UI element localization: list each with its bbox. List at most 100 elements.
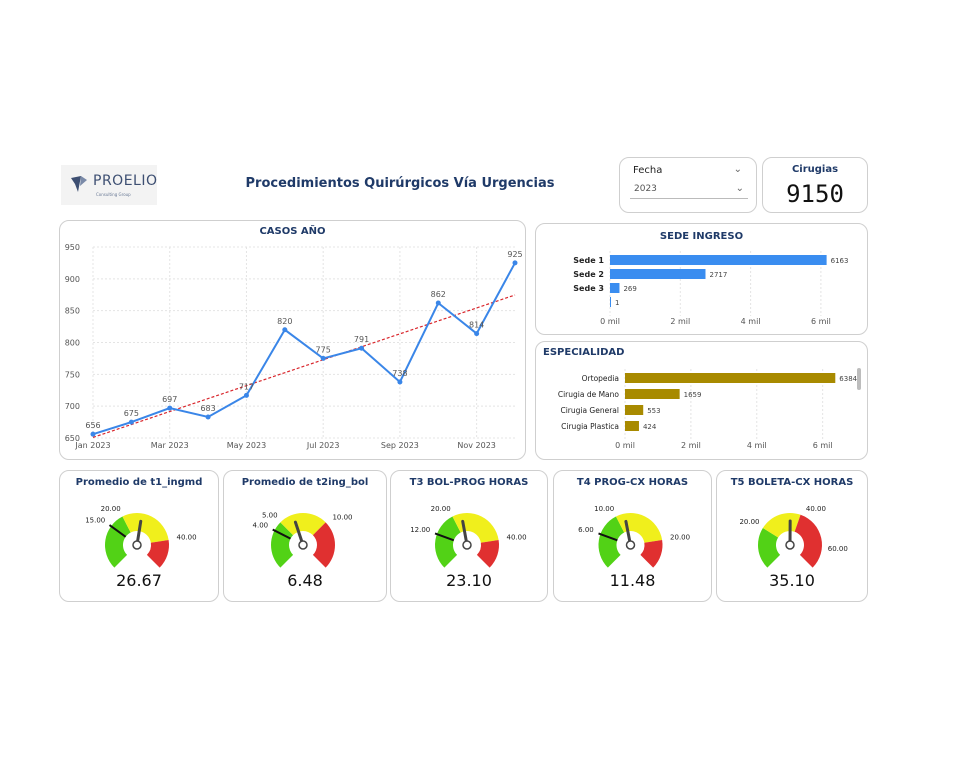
casos-ano-chart-card: CASOS AÑO 650 700 750 800 850 900 950 Jan 2023 M…	[59, 220, 526, 460]
gauge-needle-pivot	[132, 540, 142, 550]
sede-ingreso-chart-card: SEDE INGRESO 0 mil 2 mil 4 mil 6 mil Sede 1 6…	[535, 223, 868, 335]
bar	[610, 269, 706, 279]
fecha-slicer[interactable]: Fecha ⌄ 2023 ⌄	[619, 157, 757, 213]
collapse-chevron-icon[interactable]: ⌄	[733, 164, 742, 175]
data-label: 553	[647, 407, 660, 415]
gauge-card-t1: Promedio de t1_ingmd 0.0020.0040.0015.00…	[59, 470, 219, 602]
gauge-tick-label: 40.00	[806, 505, 826, 513]
gauge-tick-label: 20.00	[739, 518, 759, 526]
gauge-title: Promedio de t2ing_bol	[241, 477, 369, 488]
data-label: 814	[469, 321, 484, 330]
logo-tagline: Consulting Group	[96, 192, 131, 197]
gauge-segment	[435, 516, 461, 568]
category-label: Cirugia General	[560, 406, 619, 415]
bar	[625, 405, 644, 415]
category-label: Sede 2	[573, 270, 604, 279]
gauge-segment	[452, 513, 499, 543]
casos-line-chart: 650 700 750 800 850 900 950 Jan 2023 Mar 2023 May…	[65, 243, 523, 450]
fecha-label: Fecha	[633, 165, 663, 176]
x-tick-label: 2 mil	[681, 441, 701, 450]
y-tick-label: 950	[65, 243, 80, 252]
series-line	[92, 262, 516, 436]
gauge-target-marker	[272, 528, 291, 540]
data-label: 862	[431, 290, 446, 299]
gauge-segment	[615, 513, 663, 543]
x-tick-label: Mar 2023	[151, 441, 189, 450]
bar	[610, 283, 620, 293]
category-label: Cirugia Plastica	[561, 422, 619, 431]
y-tick-label: 650	[65, 434, 80, 443]
bar	[625, 389, 680, 399]
x-tick-label: 6 mil	[813, 441, 833, 450]
trend-line	[92, 294, 516, 439]
gauge-needle-pivot	[462, 540, 472, 550]
x-tick-label: 0 mil	[615, 441, 635, 450]
gauge-target-marker	[108, 524, 127, 538]
data-label: 2717	[709, 271, 727, 279]
gauge-tick-label: 12.00	[410, 526, 430, 534]
gauge-tick-label: 20.00	[670, 533, 690, 541]
data-point	[243, 392, 249, 398]
gauge-tick-label: 10.00	[594, 505, 614, 513]
cirugias-kpi-card: Cirugias 9150	[762, 157, 868, 213]
logo-mark-icon	[71, 176, 87, 192]
gauge-tick-label: 5.00	[262, 512, 278, 520]
data-point	[435, 300, 441, 306]
gauge-segment	[122, 513, 169, 543]
data-point	[359, 345, 365, 351]
especialidad-bar-chart: 0 mil 2 mil 4 mil 6 mil Ortopedia 6384 Cirugia…	[558, 369, 858, 450]
data-label: 925	[507, 250, 522, 259]
gauge-segment	[146, 539, 169, 568]
data-point	[90, 431, 96, 437]
data-label: 791	[354, 335, 369, 344]
data-point	[474, 331, 480, 337]
gauge-title: Promedio de t1_ingmd	[75, 477, 203, 488]
logo-name: PROELIO	[93, 173, 158, 189]
gauge-segment	[271, 522, 294, 568]
category-label: Ortopedia	[582, 374, 619, 383]
gauge-target-marker	[598, 532, 618, 542]
kpi-label: Cirugias	[791, 164, 839, 175]
data-label: 775	[316, 345, 331, 354]
fecha-dropdown[interactable]: 2023 ⌄	[630, 182, 748, 199]
gauge-title: T4 PROG-CX HORAS	[576, 477, 689, 488]
data-label: 683	[200, 404, 215, 413]
x-tick-label: Nov 2023	[457, 441, 496, 450]
data-label: 424	[643, 423, 657, 431]
gauge-needle-pivot	[298, 540, 308, 550]
gauge-segment	[794, 514, 822, 568]
data-point	[205, 414, 211, 420]
gauge-tick-label: 20.00	[431, 505, 451, 513]
data-label: 820	[277, 317, 292, 326]
gauge-tick-label: 4.00	[253, 522, 269, 530]
data-point	[282, 327, 288, 333]
data-point	[397, 379, 403, 385]
data-label: 675	[124, 409, 139, 418]
chart-title: ESPECIALIDAD	[543, 347, 625, 358]
gauge-value: 6.48	[287, 571, 323, 590]
data-point	[320, 355, 326, 361]
sede-bar-chart: 0 mil 2 mil 4 mil 6 mil Sede 1 6163 Sede 2 2717…	[573, 251, 848, 326]
gauge-segment	[640, 539, 663, 568]
y-tick-label: 900	[65, 275, 80, 284]
data-label: 717	[239, 382, 254, 391]
vertical-scrollbar[interactable]	[857, 368, 861, 390]
gauge-value: 23.10	[446, 571, 492, 590]
chart-title: SEDE INGRESO	[659, 231, 744, 242]
y-tick-label: 800	[65, 339, 80, 348]
y-tick-label: 850	[65, 307, 80, 316]
gauge-tick-label: 6.00	[578, 526, 594, 534]
data-label: 269	[623, 285, 636, 293]
x-tick-label: 6 mil	[811, 317, 831, 326]
data-label: 1659	[684, 391, 702, 399]
gauge-needle-pivot	[625, 540, 636, 550]
especialidad-chart-card: ESPECIALIDAD 0 mil 2 mil 4 mil 6 mil Ortoped…	[535, 341, 868, 460]
chevron-down-icon[interactable]: ⌄	[735, 183, 744, 194]
gauge-value: 35.10	[769, 571, 815, 590]
data-point	[167, 405, 173, 411]
kpi-value: 9150	[786, 180, 844, 208]
